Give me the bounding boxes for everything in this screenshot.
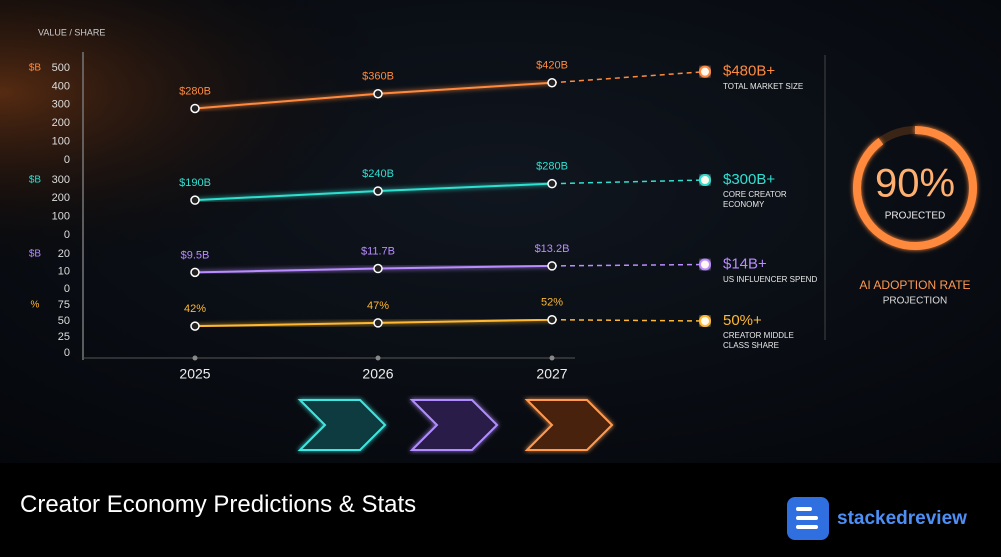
legend-label: CREATOR MIDDLE CLASS SHARE — [723, 331, 794, 350]
y-unit-label: $B — [29, 63, 42, 74]
gauge-value-label: 90% — [875, 162, 955, 206]
projection-label: 50%+ — [723, 312, 762, 329]
legend-label: CORE CREATOR ECONOMY — [723, 190, 787, 209]
y-axis-title: VALUE / SHARE — [38, 27, 105, 37]
brand-name: stackedreview — [837, 508, 967, 529]
projection-label: $300B+ — [723, 171, 775, 188]
y-tick-label: 200 — [52, 192, 70, 204]
footer-title: Creator Economy Predictions & Stats — [20, 491, 417, 518]
background-glow — [0, 0, 1001, 463]
data-point — [547, 314, 557, 325]
value-label: $280B — [536, 161, 568, 173]
projection-line — [551, 318, 706, 322]
y-unit-label: $B — [29, 249, 42, 260]
x-tick-label: 2026 — [362, 366, 393, 382]
projection-label: $14B+ — [723, 255, 767, 272]
value-label: $360B — [362, 71, 394, 83]
legend-label: US INFLUENCER SPEND — [723, 274, 818, 284]
data-point — [373, 89, 383, 99]
data-point — [547, 178, 557, 189]
chevron — [524, 399, 614, 451]
data-point — [190, 195, 200, 205]
gauge-subtitle: PROJECTED — [885, 211, 946, 222]
legend-label: TOTAL MARKET SIZE — [723, 81, 804, 91]
value-label: $280B — [179, 85, 211, 97]
value-label: $240B — [362, 168, 394, 180]
projection-line — [551, 179, 706, 185]
gauge-caption: PROJECTION — [883, 296, 947, 307]
x-tick — [375, 355, 381, 361]
data-point — [190, 321, 200, 331]
y-tick-label: 300 — [52, 174, 70, 186]
y-tick-label: 0 — [64, 229, 70, 241]
chevron — [409, 399, 499, 451]
y-tick-label: 400 — [52, 80, 70, 92]
gauge-arc — [853, 126, 977, 250]
y-tick-label: 100 — [52, 211, 70, 223]
gauge-title: AI ADOPTION RATE — [859, 278, 970, 292]
y-tick-label: 0 — [64, 283, 70, 295]
y-tick-label: 300 — [52, 99, 70, 111]
data-point — [699, 65, 711, 78]
data-point — [547, 261, 557, 271]
y-tick-label: 0 — [64, 347, 70, 359]
y-tick-label: 100 — [52, 136, 70, 148]
value-label: 52% — [541, 297, 563, 309]
chevron — [297, 399, 387, 451]
y-tick-label: 0 — [64, 154, 70, 166]
value-label: $9.5B — [181, 249, 210, 261]
y-tick-label: 25 — [58, 331, 70, 343]
value-label: $13.2B — [535, 243, 570, 255]
value-label: $11.7B — [361, 245, 395, 257]
y-tick-label: 75 — [58, 299, 70, 311]
projection-line — [551, 70, 706, 84]
data-point — [699, 258, 711, 271]
value-label: 42% — [184, 303, 206, 315]
x-tick — [549, 355, 555, 361]
x-tick — [192, 355, 198, 361]
y-tick-label: 10 — [58, 265, 70, 277]
y-unit-label: $B — [29, 175, 42, 186]
data-point — [547, 77, 557, 88]
data-point — [190, 103, 200, 114]
brand-logo-bars — [796, 507, 818, 529]
projection-line — [551, 263, 706, 267]
projection-label: $480B+ — [723, 63, 775, 80]
data-point — [190, 267, 200, 278]
data-point — [699, 174, 711, 186]
y-tick-label: 500 — [52, 62, 70, 74]
data-point — [373, 318, 383, 328]
x-tick-label: 2025 — [179, 366, 210, 382]
value-label: 47% — [367, 300, 389, 312]
y-tick-label: 200 — [52, 117, 70, 129]
value-label: $190B — [179, 177, 211, 189]
y-tick-label: 50 — [58, 315, 70, 327]
data-point — [373, 186, 383, 196]
chevrons — [297, 399, 614, 451]
data-point — [373, 263, 383, 274]
data-point — [699, 315, 711, 327]
y-unit-label: % — [31, 300, 40, 311]
x-tick-label: 2027 — [536, 366, 567, 382]
value-label: $420B — [536, 60, 568, 72]
footer-bar — [0, 463, 1001, 557]
y-tick-label: 20 — [58, 248, 70, 260]
